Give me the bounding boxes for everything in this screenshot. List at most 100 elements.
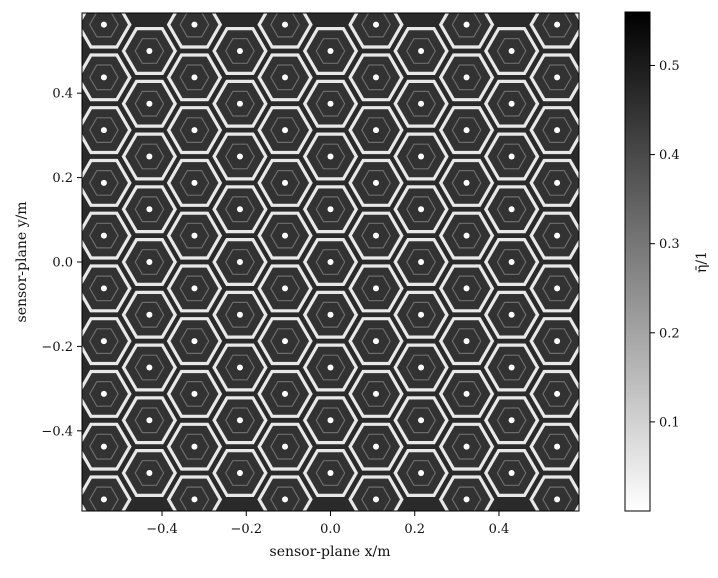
hex-cell-inner-ring xyxy=(542,433,572,460)
hex-cell-center xyxy=(508,311,515,318)
hex-cell-inner-ring xyxy=(361,13,391,38)
hex-cell-center xyxy=(191,338,198,345)
x-axis-ticks: −0.4 −0.2 0.0 0.2 0.4 xyxy=(146,511,509,537)
hex-cell-center xyxy=(463,443,470,450)
hex-cell-center xyxy=(418,364,425,371)
hex-cell-center xyxy=(372,496,379,503)
hex-cell-center xyxy=(463,21,470,28)
hex-cell-center xyxy=(508,259,515,265)
hex-cell-center xyxy=(236,153,243,160)
hex-cell-inner-ring xyxy=(315,143,346,170)
hex-cell-center xyxy=(372,179,379,186)
hex-cell-inner-ring xyxy=(361,381,391,407)
hex-cell-inner-ring xyxy=(270,433,300,460)
hex-cell-center xyxy=(282,74,289,81)
hex-cell-center xyxy=(100,390,107,397)
hex-cell-inner-ring xyxy=(225,460,255,486)
hex-cell-center xyxy=(100,338,107,345)
hex-cell-center xyxy=(282,127,289,134)
hex-cell-inner-ring xyxy=(496,460,527,486)
hex-cells xyxy=(82,13,579,511)
x-tick-label: 0.4 xyxy=(489,522,510,537)
hex-cell-center xyxy=(418,470,425,477)
hex-cell-inner-ring xyxy=(406,249,436,275)
hex-cell-inner-ring xyxy=(270,328,300,354)
hex-cell-center xyxy=(327,470,334,477)
hex-cell-inner-ring xyxy=(451,328,482,354)
hex-cell-inner-ring xyxy=(451,222,482,249)
hex-cell-inner-ring xyxy=(542,170,572,196)
hex-cell-inner-ring xyxy=(542,328,572,354)
hex-cell-center xyxy=(418,206,425,213)
y-tick-label: −0.2 xyxy=(41,340,73,355)
hex-cell-center xyxy=(236,364,243,371)
hex-cell-inner-ring xyxy=(542,13,572,38)
hex-cell-inner-ring xyxy=(315,354,346,381)
hex-cell-inner-ring xyxy=(406,301,436,328)
hex-cell-inner-ring xyxy=(179,117,210,143)
hex-cell-center xyxy=(463,338,470,345)
hex-cell-center xyxy=(554,21,561,28)
hex-cell-inner-ring xyxy=(270,222,300,249)
hex-cell-center xyxy=(100,496,107,503)
hex-cell-center xyxy=(236,47,243,54)
hex-cell-inner-ring xyxy=(134,407,165,434)
hex-cell-inner-ring xyxy=(406,90,436,117)
hex-cell-center xyxy=(327,417,334,424)
hex-cell-inner-ring xyxy=(225,354,255,381)
hex-cell-inner-ring xyxy=(542,222,572,249)
hex-cell-inner-ring xyxy=(225,407,255,434)
hex-cell-inner-ring xyxy=(315,301,346,328)
hex-cell-center xyxy=(236,259,243,265)
hex-cell-center xyxy=(508,47,515,54)
hex-cell-inner-ring xyxy=(134,301,165,328)
hex-cell-center xyxy=(508,153,515,160)
hex-cell-inner-ring xyxy=(225,38,255,64)
hex-cell-inner-ring xyxy=(406,460,436,486)
hex-cell-inner-ring xyxy=(179,275,210,302)
hex-cell-inner-ring xyxy=(496,354,527,381)
hex-cell-inner-ring xyxy=(361,64,391,91)
colorbar-tick-label: 0.2 xyxy=(659,326,680,341)
hex-cell-inner-ring xyxy=(134,38,165,64)
hex-cell-inner-ring xyxy=(179,433,210,460)
hex-cell-inner-ring xyxy=(270,486,300,511)
hex-cell-inner-ring xyxy=(451,381,482,407)
hex-cell-center xyxy=(463,74,470,81)
hex-cell-inner-ring xyxy=(406,407,436,434)
hex-cell-inner-ring xyxy=(315,249,346,275)
hex-cell-inner-ring xyxy=(451,64,482,91)
hex-cell-center xyxy=(282,179,289,186)
hex-cell-center xyxy=(508,364,515,371)
hex-cell-center xyxy=(100,285,107,292)
hex-cell-center xyxy=(327,364,334,371)
hex-cell-center xyxy=(282,232,289,239)
colorbar-label: η̄/1 xyxy=(694,251,710,273)
hex-cell-inner-ring xyxy=(270,64,300,91)
hex-cell-inner-ring xyxy=(451,13,482,38)
hex-cell-center xyxy=(282,338,289,345)
hex-cell-inner-ring xyxy=(406,143,436,170)
hex-cell-inner-ring xyxy=(89,328,119,354)
hex-cell-inner-ring xyxy=(89,381,119,407)
hex-cell-center xyxy=(191,21,198,28)
y-axis-label: sensor-plane y/m xyxy=(14,202,30,323)
hex-cell-center xyxy=(327,153,334,160)
hex-cell-inner-ring xyxy=(496,249,527,275)
hex-cell-inner-ring xyxy=(89,222,119,249)
x-tick-label: −0.2 xyxy=(230,522,262,537)
hex-cell-center xyxy=(554,443,561,450)
hex-cell-inner-ring xyxy=(179,486,210,511)
hex-cell-inner-ring xyxy=(225,143,255,170)
hex-cell-center xyxy=(327,47,334,54)
hex-cell-center xyxy=(146,100,153,107)
hex-cell-center xyxy=(372,127,379,134)
hex-cell-inner-ring xyxy=(315,460,346,486)
hex-cell-inner-ring xyxy=(179,64,210,91)
hex-cell-center xyxy=(282,443,289,450)
colorbar-tick-label: 0.5 xyxy=(659,59,680,74)
hex-cell-inner-ring xyxy=(225,301,255,328)
hex-cell-center xyxy=(508,470,515,477)
hex-cell-inner-ring xyxy=(179,381,210,407)
